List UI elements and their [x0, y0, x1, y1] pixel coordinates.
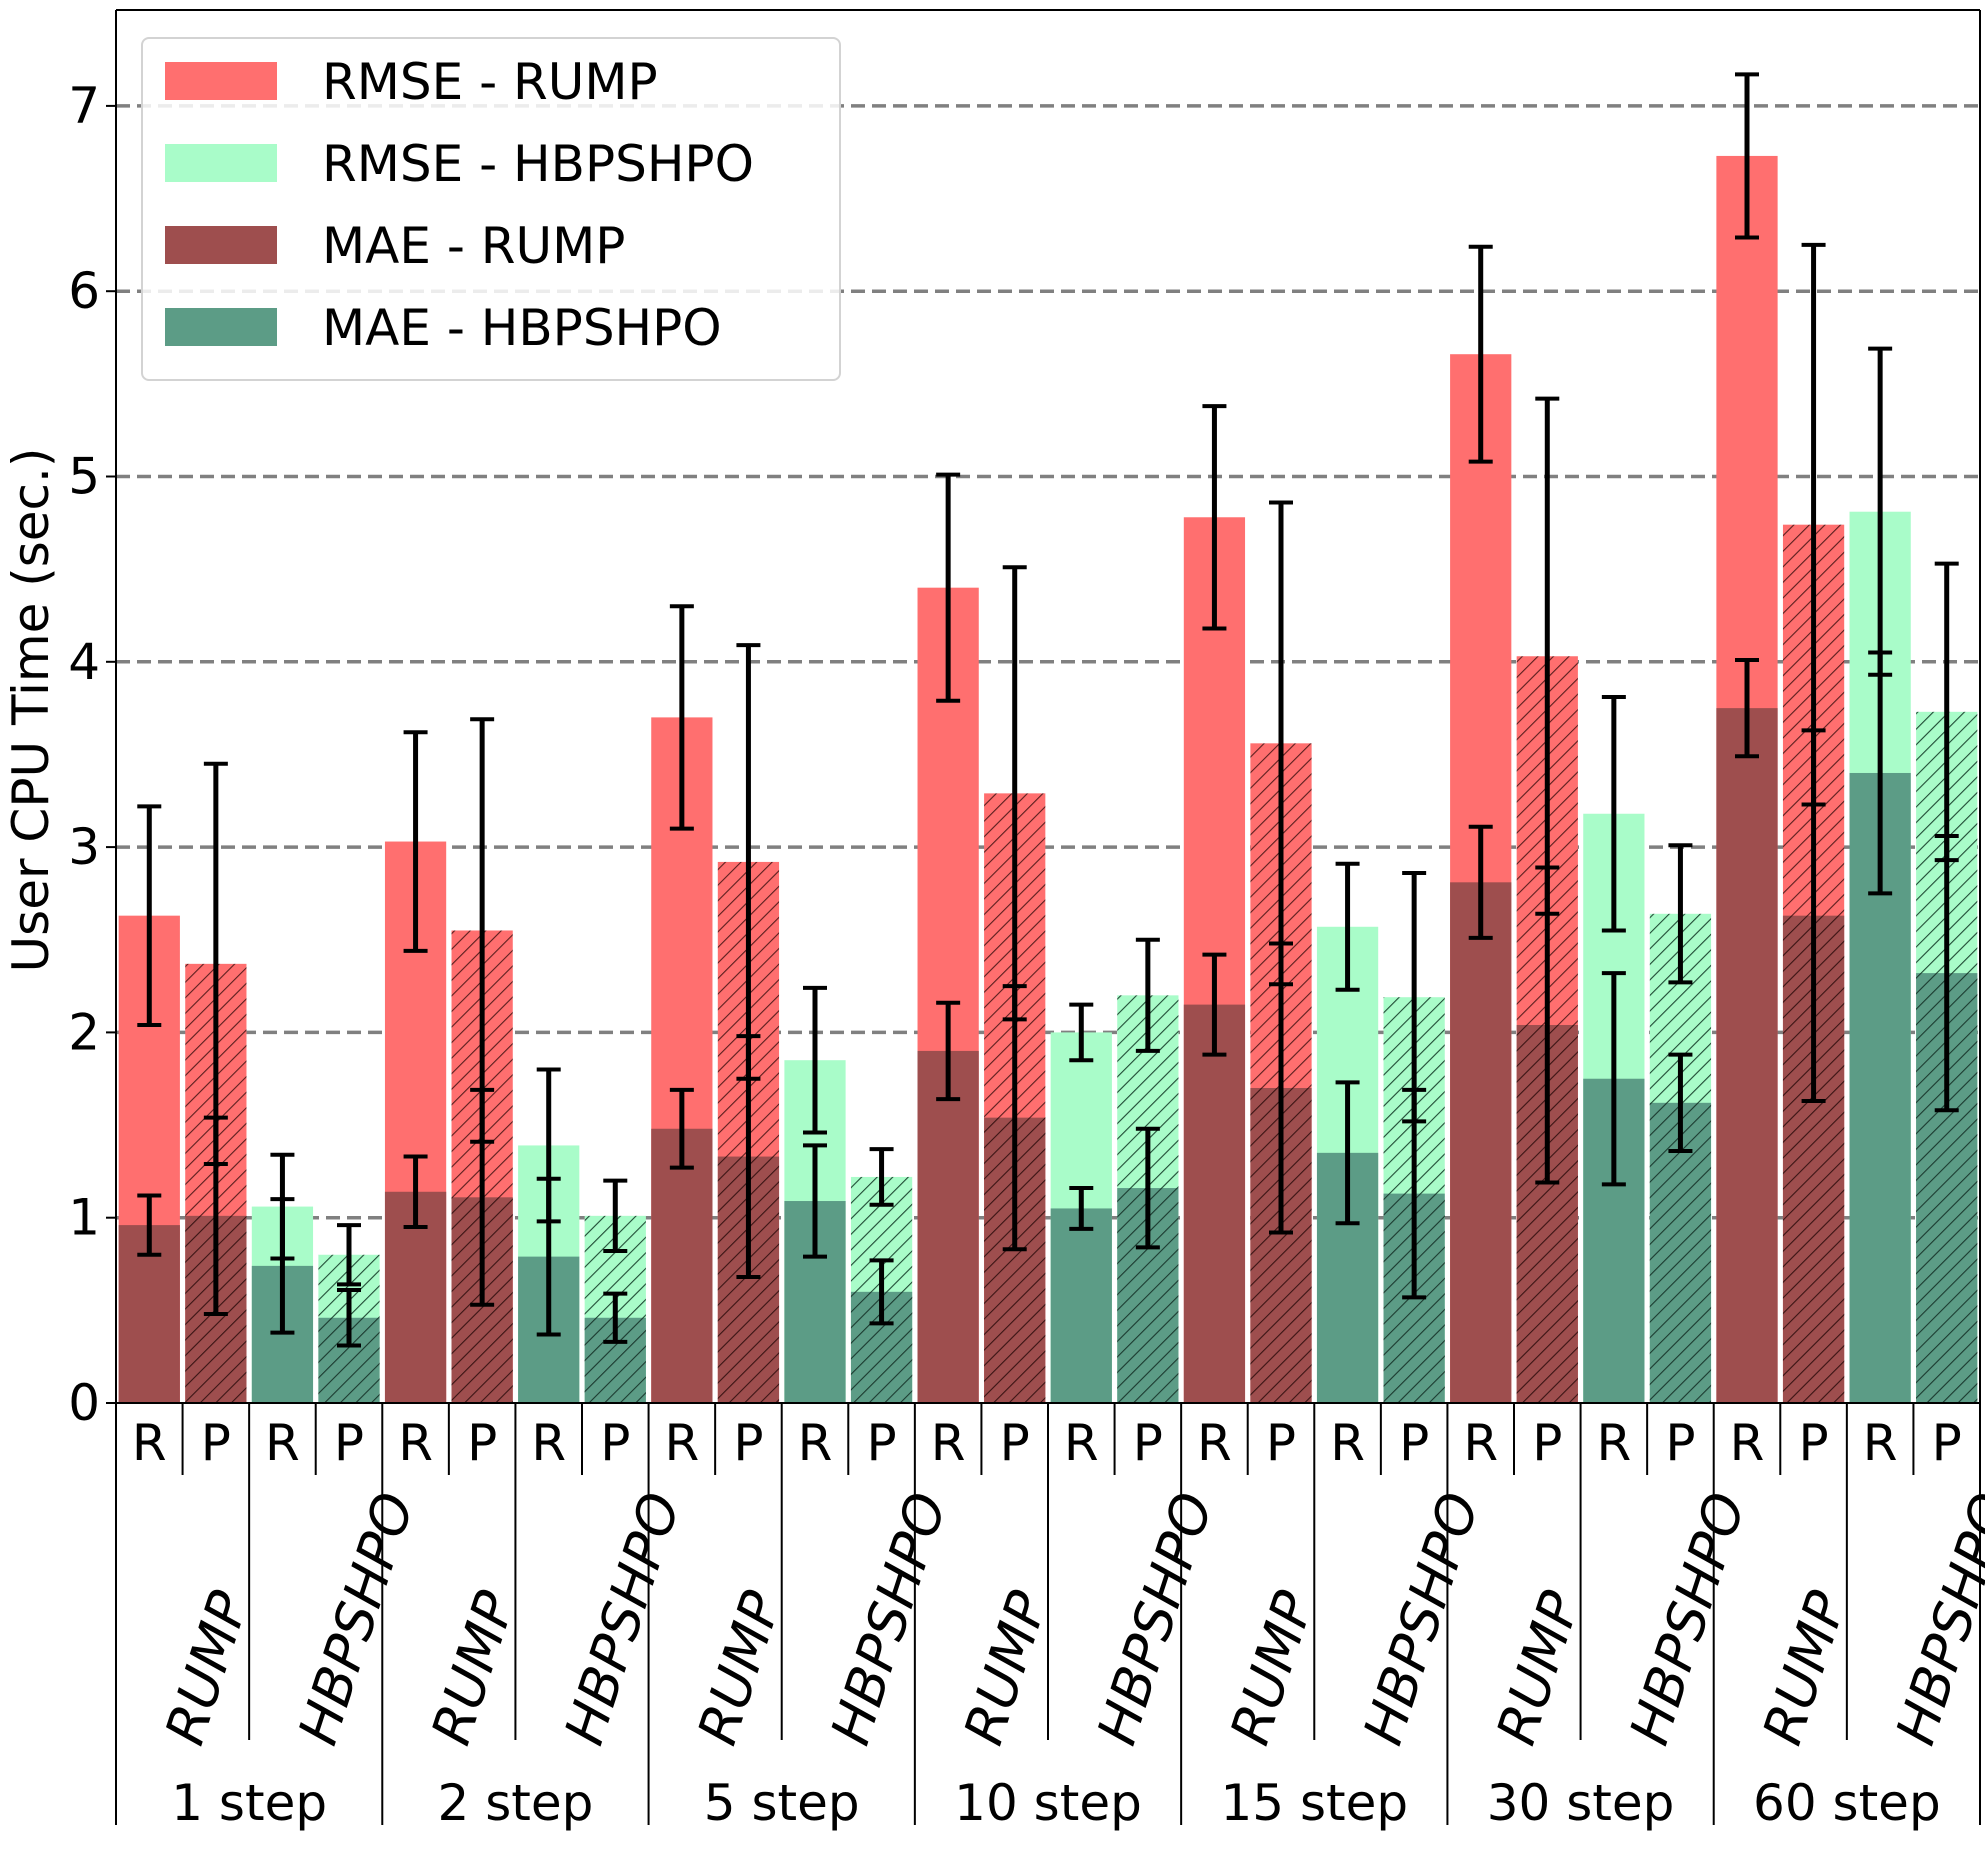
- y-tick-label: 7: [68, 77, 100, 135]
- bar-mae-rump-r: [651, 1128, 713, 1403]
- x-sub-label: R: [1596, 1414, 1631, 1472]
- legend-label: RMSE - RUMP: [322, 53, 658, 111]
- x-sub-label: R: [398, 1414, 433, 1472]
- x-sub-label: P: [467, 1414, 497, 1472]
- group-label: 2 step: [437, 1774, 593, 1832]
- legend-label: MAE - RUMP: [322, 217, 625, 275]
- legend-swatch: [165, 144, 277, 182]
- x-sub-label: P: [1399, 1414, 1429, 1472]
- legend-swatch: [165, 308, 277, 346]
- x-sub-label: R: [1730, 1414, 1765, 1472]
- method-label: RUMP: [1484, 1584, 1592, 1752]
- x-sub-label: R: [1064, 1414, 1099, 1472]
- method-label: RUMP: [419, 1584, 527, 1752]
- error-bars: [137, 72, 1959, 1348]
- group-label: 5 step: [704, 1774, 860, 1832]
- y-tick-label: 0: [68, 1374, 100, 1432]
- x-sub-label: P: [201, 1414, 231, 1472]
- legend-swatch: [165, 62, 277, 100]
- group-label: 10 step: [954, 1774, 1142, 1832]
- y-tick-label: 4: [68, 633, 100, 691]
- x-sub-label: P: [1932, 1414, 1962, 1472]
- x-sub-label: R: [798, 1414, 833, 1472]
- group-label: 1 step: [171, 1774, 327, 1832]
- method-label: HBPSHPO: [1884, 1485, 1985, 1752]
- group-label: 30 step: [1487, 1774, 1675, 1832]
- group-label: 60 step: [1753, 1774, 1941, 1832]
- legend-label: MAE - HBPSHPO: [322, 299, 722, 357]
- x-sub-label: P: [1266, 1414, 1296, 1472]
- bar-mae-hbpshpo-r: [1050, 1208, 1112, 1403]
- x-sub-label: P: [1133, 1414, 1163, 1472]
- y-tick-label: 1: [68, 1189, 100, 1247]
- x-sub-label: P: [866, 1414, 896, 1472]
- method-label: RUMP: [153, 1584, 261, 1752]
- method-label: HBPSHPO: [1618, 1485, 1758, 1752]
- x-sub-label: R: [1197, 1414, 1232, 1472]
- x-sub-label: P: [733, 1414, 763, 1472]
- method-label: HBPSHPO: [286, 1485, 426, 1752]
- y-tick-label: 5: [68, 448, 100, 506]
- method-label: RUMP: [952, 1584, 1060, 1752]
- method-label: HBPSHPO: [1085, 1485, 1225, 1752]
- x-sub-label: P: [600, 1414, 630, 1472]
- y-tick-label: 3: [68, 818, 100, 876]
- x-sub-label: P: [1665, 1414, 1695, 1472]
- legend: RMSE - RUMP RMSE - HBPSHPO MAE - RUMP MAE -…: [141, 37, 841, 381]
- x-sub-label: R: [1330, 1414, 1365, 1472]
- x-sub-label: R: [531, 1414, 566, 1472]
- x-sub-label: P: [1000, 1414, 1030, 1472]
- x-sub-label: P: [334, 1414, 364, 1472]
- axes: 0 1 2 3 4 5 6 7: [68, 9, 1981, 1432]
- method-label: HBPSHPO: [1351, 1485, 1491, 1752]
- method-label: RUMP: [1218, 1584, 1326, 1752]
- legend-frame: [141, 37, 841, 381]
- bar-mae-rump-r: [917, 1050, 979, 1403]
- x-sub-label: R: [132, 1414, 167, 1472]
- y-tick-label: 6: [68, 262, 100, 320]
- method-label: HBPSHPO: [552, 1485, 692, 1752]
- legend-swatch: [165, 226, 277, 264]
- gridlines: [116, 104, 1980, 1220]
- x-sub-label: R: [1863, 1414, 1898, 1472]
- y-axis-label: User CPU Time (sec.): [2, 448, 60, 973]
- bar-mae-rump-r: [1183, 1004, 1246, 1403]
- x-sub-label: R: [931, 1414, 966, 1472]
- x-sub-label: R: [265, 1414, 300, 1472]
- y-tick-label: 2: [68, 1003, 100, 1061]
- method-label: RUMP: [1751, 1584, 1859, 1752]
- method-label: HBPSHPO: [819, 1485, 959, 1752]
- bar-mae-rump-r: [1450, 882, 1512, 1403]
- bar-mae-rump-r: [1716, 708, 1778, 1403]
- group-label: 15 step: [1220, 1774, 1408, 1832]
- x-sub-label: R: [664, 1414, 699, 1472]
- legend-label: RMSE - HBPSHPO: [322, 135, 754, 193]
- method-label: RUMP: [686, 1584, 794, 1752]
- x-sub-label: P: [1532, 1414, 1562, 1472]
- x-sub-label: P: [1798, 1414, 1828, 1472]
- x-sub-label: R: [1463, 1414, 1498, 1472]
